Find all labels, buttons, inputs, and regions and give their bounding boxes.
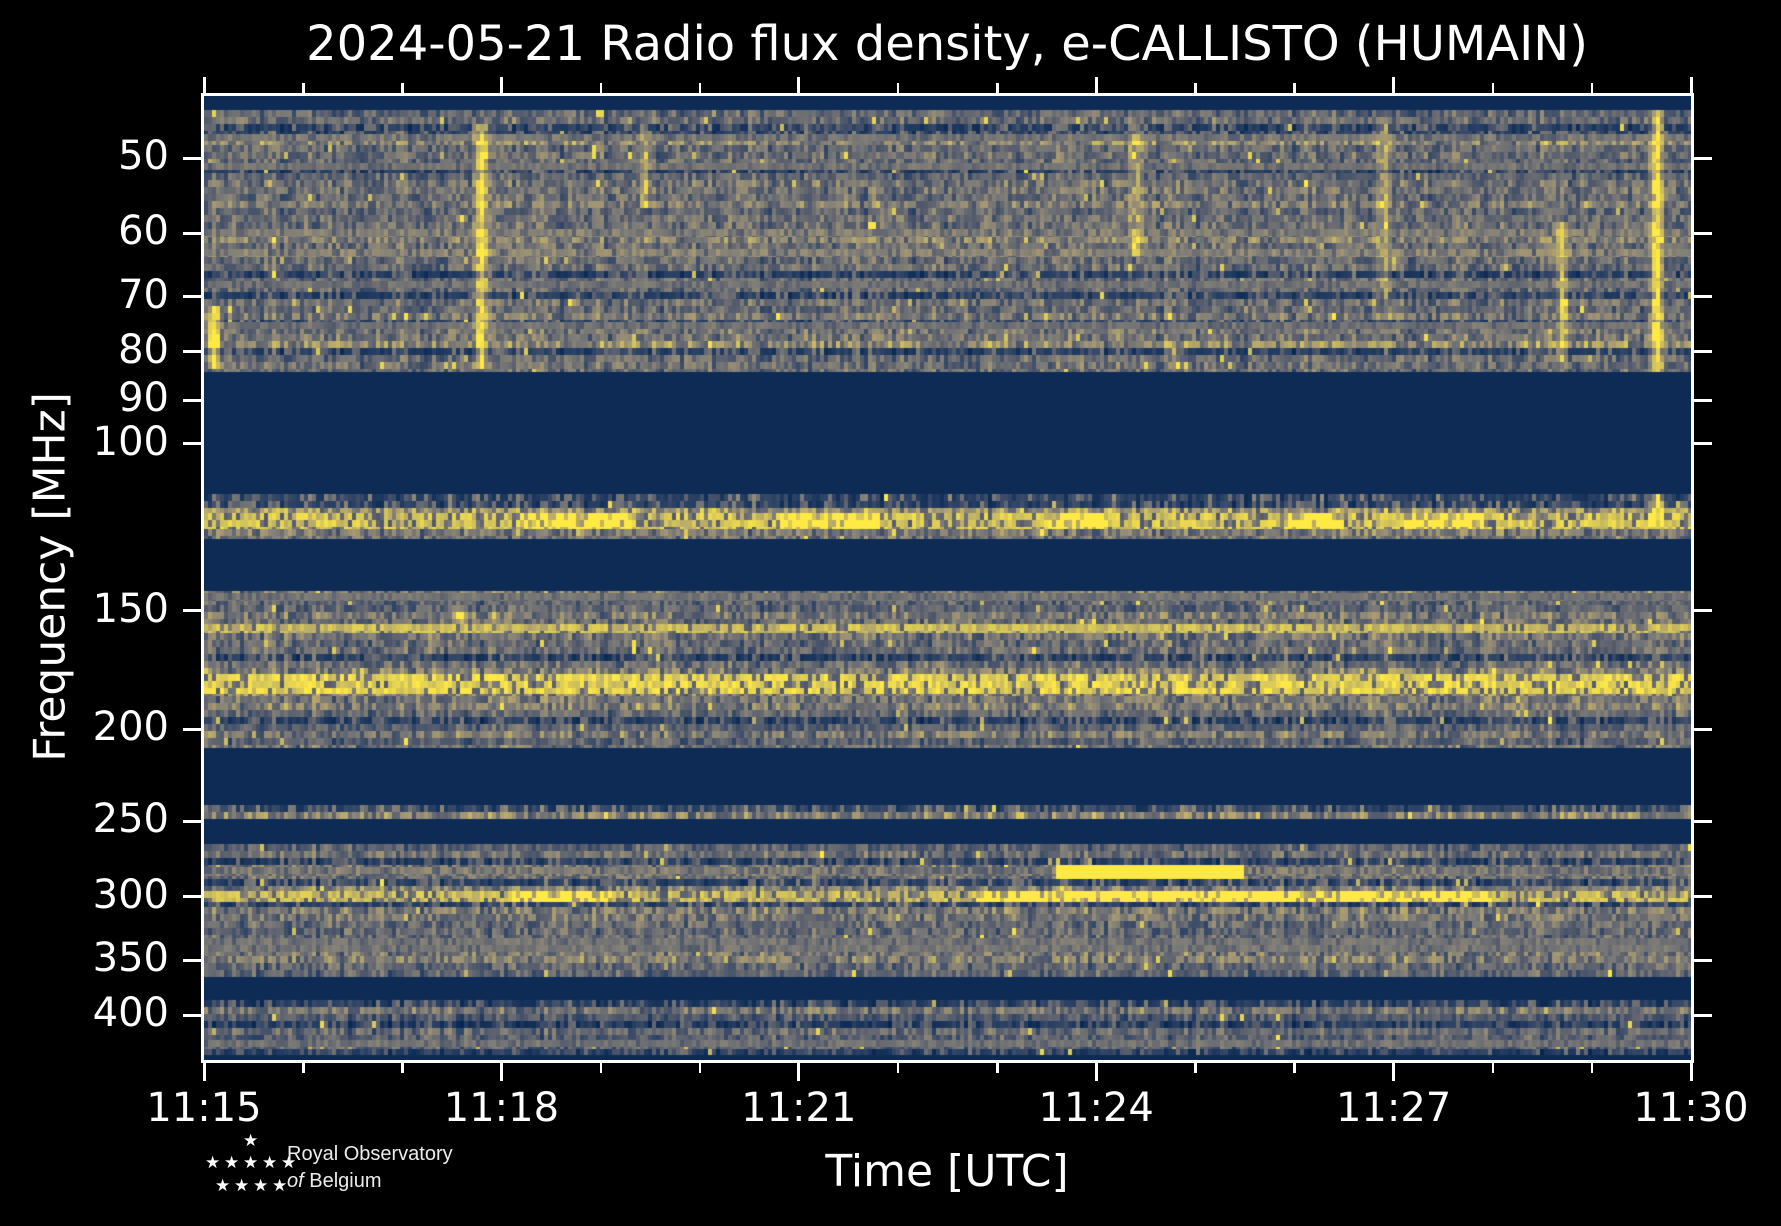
x-minor-tick xyxy=(401,1063,404,1073)
x-minor-tick-top xyxy=(1590,83,1594,93)
x-major-tick-top xyxy=(202,77,206,93)
x-major-tick-top xyxy=(797,77,801,93)
x-major-tick xyxy=(202,1063,206,1081)
y-tick-label: 70 xyxy=(118,271,169,318)
y-tick-label: 50 xyxy=(118,133,169,180)
x-minor-tick xyxy=(599,1063,603,1073)
x-minor-tick xyxy=(698,1063,702,1073)
x-major-tick xyxy=(1094,1063,1098,1081)
x-minor-tick xyxy=(1293,1063,1296,1073)
logo-line1: Royal Observatory xyxy=(287,1143,453,1165)
y-major-tick-right xyxy=(1694,156,1712,160)
y-major-tick xyxy=(183,350,201,354)
y-major-tick-right xyxy=(1694,350,1712,354)
y-tick-label: 350 xyxy=(92,935,169,982)
star-icon: ★ xyxy=(253,1176,269,1196)
y-major-tick xyxy=(183,398,201,402)
spectrogram-heatmap xyxy=(204,96,1691,1060)
x-minor-tick xyxy=(1194,1063,1197,1073)
y-axis-label: Frequency [MHz] xyxy=(24,392,76,762)
x-tick-label: 11:15 xyxy=(146,1085,262,1131)
x-minor-tick-top xyxy=(1293,83,1296,93)
x-tick-label: 11:30 xyxy=(1633,1085,1749,1131)
x-minor-tick-top xyxy=(996,83,999,93)
y-tick-label: 150 xyxy=(92,586,169,633)
star-icon: ★ xyxy=(281,1153,297,1173)
x-major-tick-top xyxy=(1689,77,1693,93)
x-tick-label: 11:21 xyxy=(741,1085,857,1131)
y-major-tick-right xyxy=(1694,727,1712,731)
y-major-tick-right xyxy=(1694,1013,1712,1017)
x-minor-tick-top xyxy=(1491,83,1495,93)
star-icon: ★ xyxy=(224,1153,240,1173)
y-tick-label: 100 xyxy=(92,418,169,465)
x-minor-tick-top xyxy=(401,83,404,93)
logo-line2: of Belgium xyxy=(287,1170,382,1192)
y-tick-label: 250 xyxy=(92,796,169,843)
star-icon: ★ xyxy=(272,1176,288,1196)
x-major-tick xyxy=(797,1063,801,1081)
y-major-tick-right xyxy=(1694,295,1712,299)
y-major-tick-right xyxy=(1694,895,1712,899)
x-tick-label: 11:18 xyxy=(443,1085,560,1131)
y-major-tick xyxy=(183,727,201,731)
y-tick-label: 300 xyxy=(92,871,169,918)
y-major-tick xyxy=(183,156,201,160)
y-major-tick xyxy=(183,295,201,299)
x-tick-label: 11:27 xyxy=(1335,1085,1452,1131)
y-major-tick xyxy=(183,609,201,613)
x-minor-tick-top xyxy=(896,83,900,93)
y-tick-label: 200 xyxy=(92,704,169,751)
x-minor-tick-top xyxy=(302,83,305,93)
y-major-tick-right xyxy=(1694,442,1712,446)
y-major-tick xyxy=(183,819,201,823)
y-tick-label: 400 xyxy=(92,990,169,1037)
y-tick-label: 80 xyxy=(118,327,169,374)
x-major-tick xyxy=(1392,1063,1396,1081)
x-tick-label: 11:24 xyxy=(1038,1085,1154,1131)
y-major-tick-right xyxy=(1694,819,1712,823)
x-minor-tick-top xyxy=(599,83,603,93)
y-major-tick xyxy=(183,442,201,446)
y-major-tick-right xyxy=(1694,958,1712,962)
y-major-tick-right xyxy=(1694,398,1712,402)
x-major-tick-top xyxy=(499,77,503,93)
royal-observatory-logo: ★ ★ ★ ★ ★ ★ ★ ★ ★ ★ Royal Observatory of Belgium xyxy=(205,1133,635,1208)
plot-frame xyxy=(201,93,1694,1063)
x-minor-tick-top xyxy=(698,83,702,93)
y-major-tick-right xyxy=(1694,609,1712,613)
star-icon: ★ xyxy=(243,1131,259,1151)
star-icon: ★ xyxy=(234,1176,250,1196)
x-minor-tick xyxy=(1590,1063,1594,1073)
x-minor-tick xyxy=(1491,1063,1495,1073)
x-minor-tick-top xyxy=(1194,83,1197,93)
x-major-tick xyxy=(499,1063,503,1081)
logo-text: Royal Observatory of Belgium xyxy=(287,1141,453,1195)
x-major-tick-top xyxy=(1392,77,1396,93)
y-major-tick xyxy=(183,958,201,962)
x-minor-tick xyxy=(996,1063,999,1073)
x-major-tick-top xyxy=(1094,77,1098,93)
star-icon: ★ xyxy=(205,1153,221,1173)
y-tick-label: 60 xyxy=(118,208,169,255)
star-icon: ★ xyxy=(215,1176,231,1196)
y-major-tick xyxy=(183,895,201,899)
x-axis-label: Time [UTC] xyxy=(825,1146,1069,1197)
chart-title: 2024-05-21 Radio flux density, e-CALLIST… xyxy=(306,16,1588,72)
star-icon: ★ xyxy=(243,1153,259,1173)
x-minor-tick xyxy=(302,1063,305,1073)
x-major-tick xyxy=(1689,1063,1693,1081)
y-major-tick xyxy=(183,1013,201,1017)
x-minor-tick xyxy=(896,1063,900,1073)
y-major-tick xyxy=(183,231,201,235)
star-icon: ★ xyxy=(262,1153,278,1173)
y-tick-label: 90 xyxy=(118,375,169,422)
y-major-tick-right xyxy=(1694,231,1712,235)
